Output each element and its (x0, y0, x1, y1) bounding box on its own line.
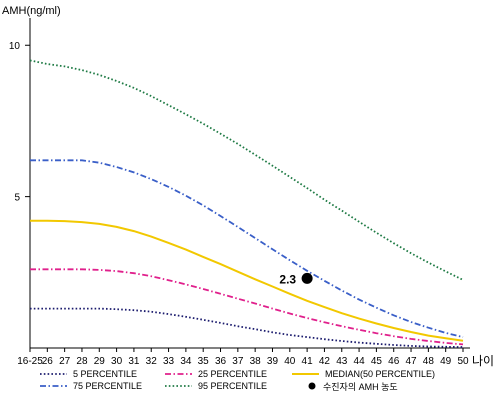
x-tick-label: 50 (457, 356, 469, 367)
x-tick-label: 39 (267, 356, 279, 367)
legend-marker-label: 수진자의 AMH 농도 (323, 382, 398, 392)
patient-marker-dot (301, 272, 313, 284)
x-tick-label: 43 (336, 356, 348, 367)
x-axis-title: 나이 (472, 354, 494, 368)
x-tick-label: 45 (371, 356, 383, 367)
x-tick-label: 31 (128, 356, 140, 367)
legend-marker-swatch (308, 382, 316, 390)
y-tick-label: 10 (9, 41, 21, 52)
patient-marker: 2.3 (279, 272, 313, 286)
series-line-95-percentile (29, 59, 464, 281)
x-tick-label: 33 (163, 356, 175, 367)
x-tick-label: 41 (302, 356, 314, 367)
x-tick-label: 34 (180, 356, 192, 367)
x-tick-label: 26 (42, 356, 54, 367)
patient-marker-label: 2.3 (279, 272, 296, 286)
axes (29, 18, 470, 349)
legend-label: 5 PERCENTILE (73, 369, 137, 379)
x-tick-label: 40 (284, 356, 296, 367)
legend-label: 25 PERCENTILE (198, 369, 267, 379)
x-tick-label: 48 (423, 356, 435, 367)
x-tick-label: 32 (146, 356, 158, 367)
x-tick-label: 28 (76, 356, 88, 367)
legend-label: 95 PERCENTILE (198, 381, 267, 391)
x-tick-label: 44 (354, 356, 366, 367)
x-tick-label: 42 (319, 356, 331, 367)
x-tick-label: 29 (94, 356, 106, 367)
x-tick-label: 49 (440, 356, 452, 367)
series-line-median-50-percentile (30, 219, 464, 342)
y-ticks: 5 10 (9, 41, 30, 204)
y-tick-label: 5 (14, 193, 20, 204)
legend: 5 PERCENTILE 25 PERCENTILE MEDIAN(50 PERCE… (40, 369, 435, 392)
x-tick-label: 38 (250, 356, 262, 367)
series-lines (29, 59, 464, 348)
x-tick-label: 47 (405, 356, 417, 367)
x-tick-label: 30 (111, 356, 123, 367)
series-line-25-percentile (30, 268, 464, 346)
legend-label: MEDIAN(50 PERCENTILE) (325, 369, 435, 379)
x-tick-label: 37 (232, 356, 244, 367)
legend-label: 75 PERCENTILE (73, 381, 142, 391)
series-line-75-percentile (30, 159, 464, 338)
x-tick-label: 27 (59, 356, 71, 367)
x-tick-label: 16-25 (17, 356, 43, 367)
series-line-5-percentile (30, 307, 464, 348)
x-tick-label: 36 (215, 356, 227, 367)
x-tick-label: 46 (388, 356, 400, 367)
y-axis-title: AMH(ng/ml) (2, 5, 61, 17)
x-tick-label: 35 (198, 356, 210, 367)
